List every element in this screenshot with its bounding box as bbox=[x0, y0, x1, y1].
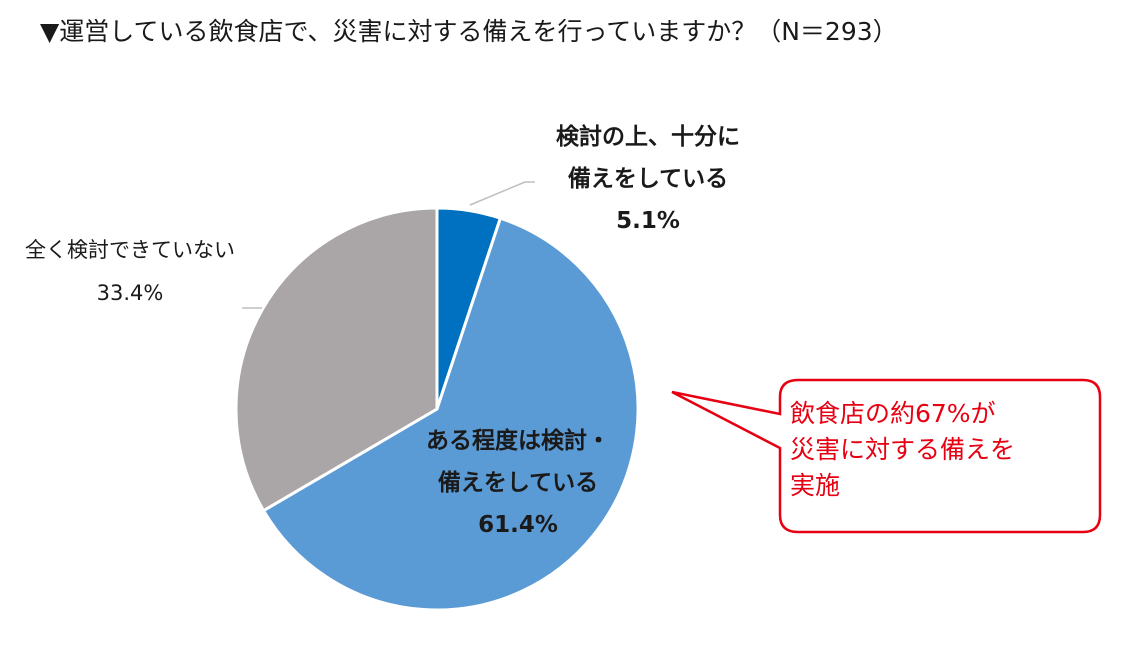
callout-line: 災害に対する備えを bbox=[790, 435, 1016, 464]
chart-title: ▼運営している飲食店で、災害に対する備えを行っていますか？（N＝293） bbox=[40, 17, 898, 46]
callout-box bbox=[671, 378, 1102, 534]
slice-label-line: 備えをしている bbox=[437, 470, 599, 496]
slice-value-label: 33.4% bbox=[96, 281, 164, 305]
slice-value-label: 61.4% bbox=[478, 512, 558, 538]
slice-label-fully-prepared: 検討の上、十分に 備えをしている 5.1% bbox=[528, 116, 768, 242]
leader-line-slice0 bbox=[469, 181, 535, 206]
pie-slice-somewhat-prepared bbox=[262, 216, 640, 612]
slice-label-line: 全く検討できていない bbox=[25, 238, 235, 262]
slice-label-line: 備えをしている bbox=[567, 166, 729, 192]
slice-value-label: 5.1% bbox=[616, 208, 680, 234]
callout-text: 飲食店の約67%が 災害に対する備えを 実施 bbox=[790, 396, 1090, 504]
pie-slice-not-considered bbox=[234, 206, 439, 513]
slice-label-not-considered: 全く検討できていない 33.4% bbox=[10, 229, 250, 315]
leader-lines bbox=[242, 181, 535, 309]
slice-label-line: 検討の上、十分に bbox=[556, 124, 740, 150]
slice-label-line: ある程度は検討・ bbox=[426, 428, 610, 454]
pie-slices bbox=[234, 206, 640, 612]
callout-line: 実施 bbox=[790, 471, 841, 500]
callout-line: 飲食店の約67%が bbox=[790, 399, 996, 428]
slice-label-somewhat-prepared: ある程度は検討・ 備えをしている 61.4% bbox=[398, 420, 638, 546]
